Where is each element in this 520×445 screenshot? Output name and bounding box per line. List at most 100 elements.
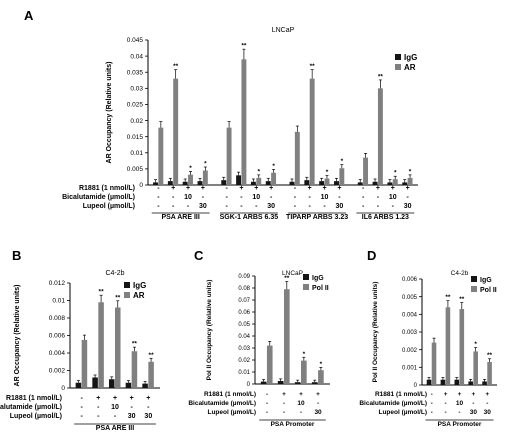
treatment-value: 10: [184, 194, 192, 201]
signal-bar: [431, 342, 437, 385]
treatment-label: Bicalutamide (µmol/L): [0, 404, 62, 411]
treatment-value: +: [269, 185, 273, 192]
signal-bar: [271, 172, 277, 185]
y-tick-label: 0.06: [238, 310, 250, 316]
significance-label: **: [99, 289, 105, 296]
significance-label: **: [445, 294, 451, 301]
treatment-label: R1881 (1 nmol/L): [79, 185, 135, 192]
significance-label: **: [149, 352, 155, 359]
igg-bar: [426, 379, 432, 385]
legend-label: Pol II: [312, 285, 329, 292]
treatment-value: -: [225, 203, 228, 210]
treatment-value: +: [171, 185, 175, 192]
significance-label: **: [173, 63, 179, 70]
legend-label: Pol II: [480, 287, 497, 294]
significance-label: **: [310, 63, 316, 70]
y-tick-label: 0.01: [130, 150, 143, 157]
treatment-label: Bicalutamide (µmol/L): [188, 400, 256, 407]
signal-bar: [459, 309, 465, 385]
treatment-value: 30: [314, 409, 322, 416]
y-tick-label: 0.04: [238, 334, 250, 340]
treatment-value: 30: [484, 409, 492, 416]
treatment-value: -: [240, 194, 243, 201]
igg-bar: [311, 382, 318, 384]
signal-bar: [309, 78, 315, 185]
significance-label: *: [257, 168, 260, 175]
signal-bar: [473, 351, 478, 385]
signal-bar: [158, 127, 164, 185]
treatment-value: -: [80, 395, 83, 402]
treatment-value: +: [458, 391, 462, 398]
y-tick-label: 0.008: [49, 315, 66, 322]
treatment-value: +: [239, 185, 243, 192]
significance-label: *: [272, 163, 275, 170]
group-label: PSA ARE III: [161, 214, 199, 221]
treatment-value: 10: [456, 400, 464, 407]
y-tick-label: 0.04: [130, 53, 143, 60]
y-tick-label: 0.006: [49, 333, 66, 340]
y-tick-label: 0.01: [52, 298, 65, 305]
significance-label: **: [132, 341, 138, 348]
igg-bar: [482, 381, 487, 385]
treatment-value: +: [406, 185, 410, 192]
legend-label: IgG: [133, 281, 146, 290]
y-tick-label: 0.03: [130, 86, 143, 93]
significance-label: *: [474, 341, 477, 348]
legend-swatch: [471, 286, 477, 292]
significance-label: **: [459, 296, 465, 303]
treatment-value: -: [80, 404, 83, 411]
legend-swatch: [471, 276, 477, 282]
signal-bar: [445, 307, 451, 385]
chart-title: LNCaP: [282, 270, 303, 277]
igg-bar: [440, 379, 446, 385]
signal-bar: [98, 302, 104, 388]
signal-bar: [339, 168, 345, 185]
group-label: PSA ARE III: [96, 425, 134, 432]
treatment-value: -: [431, 400, 433, 407]
treatment-value: -: [266, 391, 268, 398]
igg-bar: [125, 382, 132, 388]
treatment-value: -: [294, 185, 297, 192]
treatment-value: -: [172, 194, 175, 201]
legend-swatch: [303, 284, 309, 290]
panel-b: B C4-2b 0 0.002 0.004 0.006 0.008 0.01 0.012 AR O…: [0, 248, 160, 432]
igg-bar: [250, 181, 256, 185]
treatment-value: +: [96, 395, 100, 402]
significance-label: *: [303, 351, 306, 358]
significance-label: **: [378, 73, 384, 80]
igg-bar: [75, 382, 82, 388]
significance-label: *: [409, 168, 412, 175]
signal-bar: [266, 345, 273, 384]
significance-label: *: [320, 361, 323, 368]
igg-bar: [289, 181, 295, 185]
treatment-value: -: [97, 404, 100, 411]
treatment-value: 10: [297, 400, 305, 407]
y-axis-label: Pol II Occupancy (Relative units): [206, 280, 213, 381]
treatment-value: -: [240, 203, 243, 210]
panel-a: A LNCaP 0 0.005 0.01 0.015 0.02 0.025 0.03 0.035 0…: [24, 8, 418, 221]
treatment-value: -: [445, 400, 447, 407]
legend-swatch: [395, 64, 401, 70]
group-label: IL6 ARBS 1.23: [362, 214, 409, 221]
legend-label: AR: [404, 63, 416, 72]
treatment-value: +: [299, 391, 303, 398]
treatment-value: -: [377, 194, 380, 201]
igg-bar: [236, 175, 242, 185]
y-tick-label: 0: [61, 385, 65, 392]
treatment-value: -: [362, 185, 365, 192]
y-tick-label: 0.02: [130, 118, 143, 125]
signal-bar: [115, 307, 121, 388]
treatment-label: R1881 (1 nmol/L): [6, 395, 62, 402]
treatment-value: +: [391, 185, 395, 192]
treatment-value: -: [362, 194, 365, 201]
signal-bar: [241, 59, 247, 186]
treatment-value: +: [471, 391, 475, 398]
legend-swatch: [124, 282, 130, 288]
signal-bar: [301, 360, 307, 384]
y-tick-label: 0.035: [127, 69, 144, 76]
treatment-value: -: [309, 203, 312, 210]
igg-bar: [197, 181, 203, 185]
treatment-value: -: [202, 194, 205, 201]
igg-bar: [334, 181, 339, 185]
panel-d: D C4-2b 0 0.001 0.002 0.003 0.004 0.005 0.006 Pol…: [359, 248, 497, 428]
